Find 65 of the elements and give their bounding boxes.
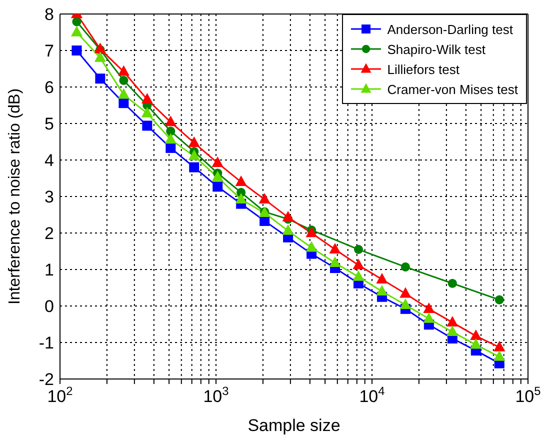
point <box>72 17 82 26</box>
y-tick-label: 7 <box>44 42 54 60</box>
point <box>166 126 176 136</box>
y-tick-label: 4 <box>44 151 54 170</box>
point <box>353 270 364 281</box>
point <box>236 194 247 204</box>
point <box>118 98 129 108</box>
y-tick-label: 0 <box>44 297 54 316</box>
x-tick-label: 10$^{3}$ <box>203 384 230 406</box>
point <box>165 116 176 126</box>
point <box>188 136 200 147</box>
x-tick-label: 10$^{4}$ <box>359 384 386 406</box>
point <box>118 66 130 76</box>
x-axis-title: Sample size <box>248 416 340 435</box>
point <box>376 273 388 284</box>
point <box>470 330 482 340</box>
point <box>236 176 247 186</box>
point <box>94 52 106 62</box>
point <box>165 134 176 144</box>
y-tick-label: 5 <box>44 114 54 134</box>
point <box>212 157 224 168</box>
x-tick-label: 10$^{5}$ <box>515 384 542 406</box>
legend-label: Cramer-von Mises test <box>387 82 518 96</box>
point <box>306 227 317 238</box>
point <box>446 316 458 327</box>
point <box>400 299 411 310</box>
legend-label: Anderson-Darling test <box>387 22 513 36</box>
point <box>72 46 82 56</box>
point <box>260 216 270 226</box>
point <box>166 142 176 153</box>
y-tick-label: -1 <box>38 334 54 352</box>
point <box>212 171 224 182</box>
point <box>118 88 130 99</box>
point <box>423 303 434 314</box>
point <box>188 150 200 160</box>
point <box>142 107 153 118</box>
point <box>282 211 294 222</box>
point <box>376 286 388 296</box>
y-tick-label: 1 <box>44 260 54 280</box>
point <box>494 341 505 352</box>
point <box>142 120 152 131</box>
point <box>446 326 458 336</box>
point <box>330 257 340 268</box>
y-axis-title: Interference to noise ratio (dB) <box>6 88 24 305</box>
y-tick-label: 2 <box>44 224 54 243</box>
legend-label: Shapiro-Wilk test <box>387 42 486 56</box>
point <box>423 312 434 323</box>
point <box>470 338 482 349</box>
point <box>306 242 317 252</box>
point <box>400 288 411 298</box>
y-tick-label: 6 <box>44 78 54 97</box>
point <box>212 182 223 192</box>
point <box>71 26 82 36</box>
point <box>259 194 270 204</box>
point <box>330 244 340 254</box>
point <box>282 224 294 235</box>
y-tick-label: 8 <box>44 5 54 24</box>
point <box>95 74 106 84</box>
point <box>189 162 200 172</box>
legend-label: Lilliefors test <box>387 62 460 76</box>
point <box>142 94 153 104</box>
point <box>119 76 128 85</box>
point <box>494 350 505 361</box>
point <box>353 259 364 270</box>
y-tick-label: 3 <box>44 188 54 206</box>
